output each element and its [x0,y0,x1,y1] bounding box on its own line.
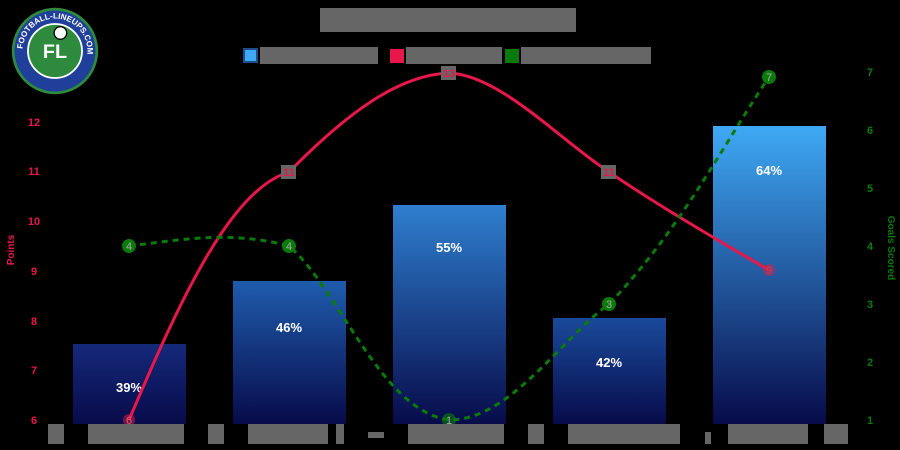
svg-text:6: 6 [126,415,132,427]
svg-text:6: 6 [31,415,37,427]
bar-series [73,126,826,424]
left-axis: 6 7 8 9 10 11 12 Points [6,117,40,427]
svg-text:12: 12 [28,117,40,129]
points-markers: 11 13 11 9 6 [123,66,775,427]
svg-text:4: 4 [286,241,292,253]
legend-swatch-red [390,48,404,63]
svg-text:7: 7 [766,72,772,84]
svg-text:11: 11 [283,167,295,179]
svg-text:1: 1 [867,415,873,427]
svg-text:9: 9 [31,266,37,278]
bar-label: 64% [756,163,782,178]
points-line [127,71,770,421]
svg-text:9: 9 [766,265,772,277]
right-axis-label: Goals Scored [885,216,896,280]
bar-2[interactable] [233,281,346,424]
x-axis-labels [48,424,848,444]
left-axis-label: Points [6,234,17,265]
bar-4[interactable] [553,318,666,424]
svg-text:1: 1 [446,415,452,427]
svg-text:FL: FL [43,41,67,63]
svg-text:3: 3 [867,299,873,311]
legend-label [260,47,378,64]
bar-label: 55% [436,240,462,255]
svg-text:6: 6 [867,125,873,137]
legend-swatch-green [505,48,519,63]
svg-text:11: 11 [28,166,40,178]
svg-text:5: 5 [867,183,873,195]
bar-1[interactable] [73,344,186,424]
legend-item-points [390,47,502,64]
svg-text:4: 4 [126,241,132,253]
football-lineups-logo-icon: FL FOOTBALL-LINEUPS.COM [11,7,99,95]
svg-text:2: 2 [867,357,873,369]
svg-text:10: 10 [28,216,40,228]
legend-swatch-blue [243,48,258,63]
svg-text:8: 8 [31,316,37,328]
bar-label: 42% [596,355,622,370]
bar-label: 39% [116,380,142,395]
legend-item-goals [505,47,651,64]
bar-label: 46% [276,320,302,335]
chart-title [320,8,576,32]
svg-text:4: 4 [867,241,874,253]
svg-text:7: 7 [31,365,37,377]
bar-3[interactable] [393,205,506,424]
svg-text:3: 3 [606,299,612,311]
svg-text:11: 11 [603,167,615,179]
legend-label [406,47,502,64]
svg-text:13: 13 [443,68,455,80]
goals-markers: 4 4 1 3 7 [122,70,776,427]
legend-label [521,47,651,64]
legend-item-bars [243,47,378,64]
svg-text:7: 7 [867,67,873,79]
right-axis: 1 2 3 4 5 6 7 Goals Scored [867,67,896,427]
